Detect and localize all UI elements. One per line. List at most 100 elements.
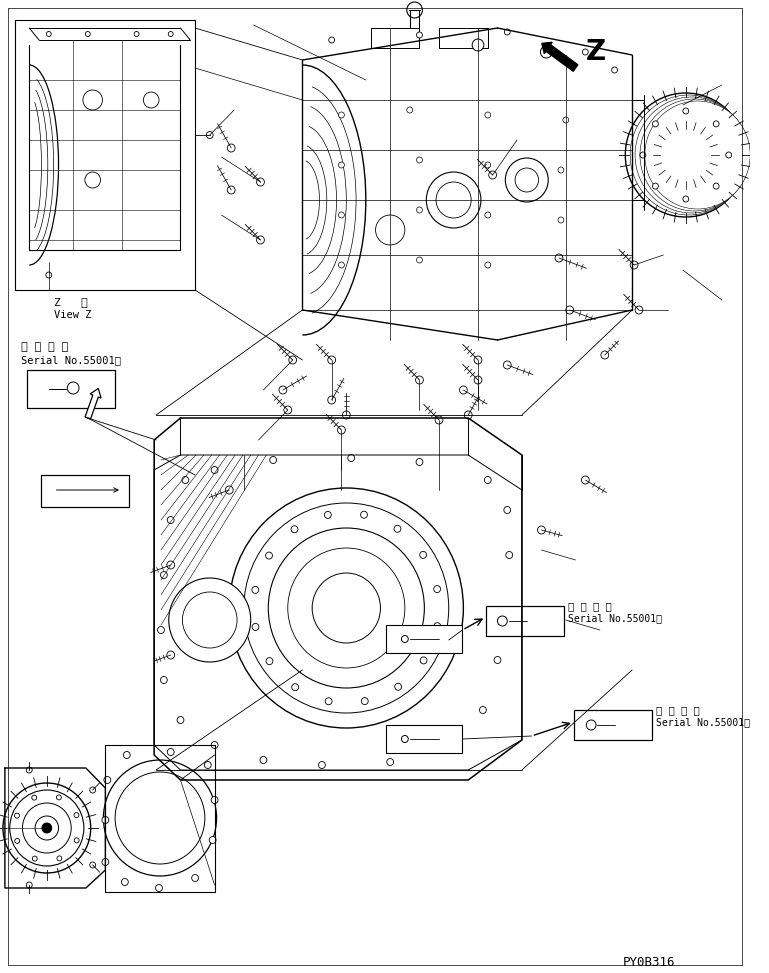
Text: 適 用 号 機: 適 用 号 機 [22, 342, 68, 352]
Circle shape [713, 121, 719, 126]
Circle shape [416, 458, 423, 465]
Circle shape [104, 776, 111, 783]
Circle shape [328, 356, 335, 364]
Circle shape [182, 592, 237, 648]
Circle shape [229, 488, 464, 728]
Circle shape [83, 90, 102, 110]
Circle shape [338, 212, 345, 218]
Bar [439, 28, 488, 48]
Circle shape [679, 148, 693, 162]
Circle shape [244, 503, 449, 713]
Circle shape [566, 306, 574, 314]
Circle shape [394, 525, 401, 532]
Circle shape [671, 140, 701, 170]
Circle shape [191, 875, 198, 882]
Circle shape [464, 411, 472, 419]
Circle shape [407, 2, 422, 18]
Circle shape [158, 627, 165, 633]
Circle shape [168, 517, 174, 523]
Circle shape [375, 215, 404, 245]
Circle shape [541, 46, 552, 58]
Circle shape [683, 196, 689, 202]
Circle shape [472, 39, 484, 51]
Circle shape [338, 262, 345, 268]
Circle shape [348, 454, 355, 461]
Circle shape [484, 477, 491, 484]
Text: View Z: View Z [54, 310, 92, 320]
Text: Serial No.55001～: Serial No.55001～ [22, 355, 122, 365]
Circle shape [653, 183, 658, 189]
Circle shape [32, 795, 37, 800]
Circle shape [10, 790, 84, 866]
Circle shape [155, 884, 162, 891]
Circle shape [103, 760, 217, 876]
Circle shape [417, 207, 422, 213]
Circle shape [640, 99, 749, 211]
Bar [386, 725, 462, 753]
Circle shape [46, 31, 52, 37]
Circle shape [312, 573, 381, 643]
Circle shape [211, 466, 218, 474]
Circle shape [658, 127, 713, 183]
Text: Serial No.55001～: Serial No.55001～ [655, 717, 750, 727]
Circle shape [90, 862, 95, 868]
Circle shape [582, 49, 588, 55]
Bar [371, 28, 419, 48]
Circle shape [75, 838, 79, 843]
FancyArrow shape [542, 42, 578, 71]
Circle shape [206, 131, 213, 138]
Circle shape [325, 698, 332, 704]
Circle shape [558, 167, 564, 173]
Circle shape [291, 684, 298, 691]
Circle shape [168, 748, 174, 755]
Circle shape [484, 212, 491, 218]
Circle shape [555, 254, 563, 262]
Circle shape [42, 823, 52, 833]
Circle shape [46, 272, 52, 278]
Circle shape [417, 157, 422, 163]
Circle shape [209, 837, 216, 844]
Circle shape [32, 856, 37, 861]
Circle shape [22, 803, 72, 853]
Circle shape [211, 797, 218, 804]
Circle shape [252, 587, 258, 594]
Circle shape [504, 29, 510, 35]
Circle shape [630, 95, 747, 215]
Circle shape [401, 635, 408, 642]
Circle shape [435, 416, 443, 424]
Circle shape [459, 386, 468, 394]
Circle shape [632, 100, 740, 210]
Circle shape [328, 396, 335, 404]
Circle shape [401, 736, 408, 742]
Text: Z: Z [585, 38, 605, 66]
Circle shape [268, 528, 424, 688]
Circle shape [581, 476, 589, 484]
Circle shape [506, 552, 513, 559]
Circle shape [635, 97, 748, 213]
Circle shape [489, 171, 497, 179]
Circle shape [260, 756, 267, 764]
Bar [28, 370, 115, 408]
Circle shape [205, 762, 211, 769]
Circle shape [3, 783, 91, 873]
Circle shape [586, 720, 596, 730]
Circle shape [417, 32, 422, 38]
Circle shape [484, 162, 491, 168]
Text: 適 用 号 機: 適 用 号 機 [655, 705, 699, 715]
Circle shape [479, 706, 486, 713]
Circle shape [270, 456, 277, 463]
Circle shape [653, 121, 658, 126]
Circle shape [318, 762, 325, 769]
Circle shape [338, 426, 345, 434]
Circle shape [85, 31, 90, 37]
Circle shape [640, 152, 646, 158]
Circle shape [252, 624, 259, 631]
Circle shape [387, 759, 394, 766]
Circle shape [635, 306, 643, 314]
Circle shape [407, 107, 413, 113]
Circle shape [445, 744, 452, 751]
Circle shape [601, 351, 609, 359]
FancyArrow shape [85, 388, 101, 419]
Circle shape [502, 606, 509, 614]
Circle shape [683, 108, 689, 114]
